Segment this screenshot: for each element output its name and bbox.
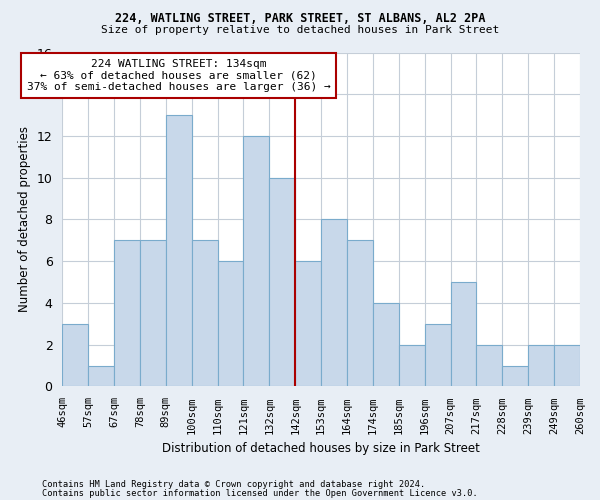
Bar [502, 366, 528, 386]
Text: 224 WATLING STREET: 134sqm
← 63% of detached houses are smaller (62)
37% of semi: 224 WATLING STREET: 134sqm ← 63% of deta… [27, 59, 331, 92]
Bar [269, 178, 295, 386]
Text: 224, WATLING STREET, PARK STREET, ST ALBANS, AL2 2PA: 224, WATLING STREET, PARK STREET, ST ALB… [115, 12, 485, 26]
Bar [425, 324, 451, 386]
Text: Contains HM Land Registry data © Crown copyright and database right 2024.: Contains HM Land Registry data © Crown c… [42, 480, 425, 489]
Bar [295, 261, 321, 386]
Y-axis label: Number of detached properties: Number of detached properties [18, 126, 31, 312]
Bar [451, 282, 476, 387]
Bar [62, 324, 88, 386]
Bar [218, 261, 244, 386]
Bar [347, 240, 373, 386]
X-axis label: Distribution of detached houses by size in Park Street: Distribution of detached houses by size … [162, 442, 480, 455]
Bar [88, 366, 114, 386]
Bar [140, 240, 166, 386]
Bar [399, 344, 425, 387]
Bar [554, 344, 580, 387]
Bar [476, 344, 502, 387]
Bar [373, 303, 399, 386]
Bar [244, 136, 269, 386]
Text: Contains public sector information licensed under the Open Government Licence v3: Contains public sector information licen… [42, 490, 478, 498]
Bar [321, 220, 347, 386]
Bar [528, 344, 554, 387]
Bar [166, 115, 191, 386]
Bar [191, 240, 218, 386]
Bar [114, 240, 140, 386]
Text: Size of property relative to detached houses in Park Street: Size of property relative to detached ho… [101, 25, 499, 35]
